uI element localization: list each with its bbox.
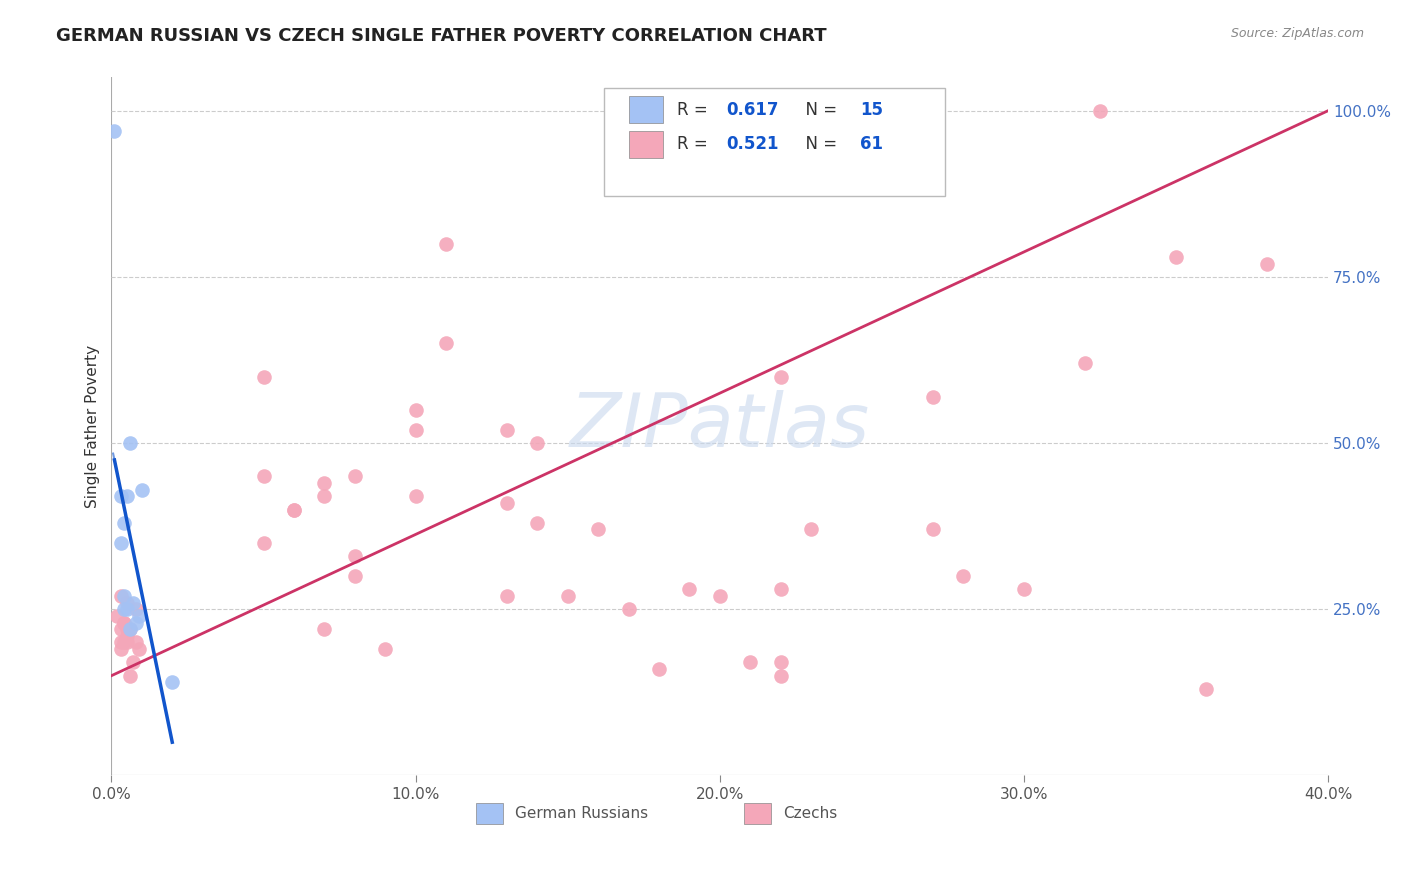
Text: German Russians: German Russians xyxy=(516,806,648,822)
Point xyxy=(115,602,138,616)
Point xyxy=(374,642,396,657)
Point xyxy=(495,496,517,510)
Point xyxy=(115,622,138,636)
Text: Czechs: Czechs xyxy=(783,806,838,822)
Point xyxy=(434,336,457,351)
Point xyxy=(121,656,143,670)
Point xyxy=(112,635,135,649)
Point xyxy=(648,662,671,676)
Point xyxy=(128,642,150,657)
Point xyxy=(283,502,305,516)
Point xyxy=(110,589,132,603)
Point xyxy=(112,516,135,530)
Point xyxy=(617,602,640,616)
Point xyxy=(110,635,132,649)
Point xyxy=(121,596,143,610)
Point xyxy=(709,589,731,603)
Point xyxy=(1195,681,1218,696)
Point xyxy=(112,589,135,603)
Point xyxy=(118,622,141,636)
Point xyxy=(769,369,792,384)
FancyBboxPatch shape xyxy=(477,804,503,824)
Point xyxy=(131,483,153,497)
Point xyxy=(952,569,974,583)
Point xyxy=(314,622,336,636)
Point xyxy=(125,602,148,616)
Point xyxy=(115,489,138,503)
Text: 61: 61 xyxy=(859,136,883,153)
Point xyxy=(125,635,148,649)
Point xyxy=(343,469,366,483)
Point xyxy=(1074,356,1097,370)
Text: 0.617: 0.617 xyxy=(725,101,779,119)
Text: ZIPatlas: ZIPatlas xyxy=(569,391,870,462)
Point xyxy=(112,615,135,630)
Point xyxy=(586,523,609,537)
Text: R =: R = xyxy=(678,136,713,153)
Text: N =: N = xyxy=(796,101,842,119)
Point xyxy=(103,123,125,137)
Point xyxy=(678,582,700,597)
Point xyxy=(800,523,823,537)
Point xyxy=(110,535,132,549)
FancyBboxPatch shape xyxy=(628,131,662,158)
Point xyxy=(283,502,305,516)
Point xyxy=(495,589,517,603)
FancyBboxPatch shape xyxy=(628,96,662,123)
Text: GERMAN RUSSIAN VS CZECH SINGLE FATHER POVERTY CORRELATION CHART: GERMAN RUSSIAN VS CZECH SINGLE FATHER PO… xyxy=(56,27,827,45)
Point xyxy=(769,669,792,683)
Point xyxy=(125,615,148,630)
Point xyxy=(110,489,132,503)
Point xyxy=(115,629,138,643)
Point xyxy=(118,669,141,683)
Y-axis label: Single Father Poverty: Single Father Poverty xyxy=(86,345,100,508)
Point xyxy=(405,489,427,503)
Text: 0.521: 0.521 xyxy=(725,136,779,153)
Point xyxy=(115,635,138,649)
Point xyxy=(769,656,792,670)
FancyBboxPatch shape xyxy=(605,88,945,196)
Point xyxy=(495,423,517,437)
Point xyxy=(1256,256,1278,270)
Point xyxy=(252,469,274,483)
Point xyxy=(107,608,129,623)
FancyBboxPatch shape xyxy=(744,804,770,824)
Point xyxy=(740,656,762,670)
Point xyxy=(434,236,457,251)
Text: R =: R = xyxy=(678,101,713,119)
Point xyxy=(526,516,548,530)
Point xyxy=(1088,103,1111,118)
Point xyxy=(162,675,184,690)
Text: 15: 15 xyxy=(859,101,883,119)
Point xyxy=(115,596,138,610)
Point xyxy=(769,582,792,597)
Point xyxy=(314,489,336,503)
Point xyxy=(112,615,135,630)
Point xyxy=(110,622,132,636)
Point xyxy=(252,535,274,549)
Text: N =: N = xyxy=(796,136,842,153)
Point xyxy=(557,589,579,603)
Point xyxy=(1012,582,1035,597)
Point xyxy=(405,402,427,417)
Point xyxy=(314,475,336,490)
Point xyxy=(252,369,274,384)
Point xyxy=(405,423,427,437)
Point xyxy=(921,523,943,537)
Point xyxy=(1164,250,1187,264)
Point xyxy=(921,390,943,404)
Point xyxy=(118,436,141,450)
Point xyxy=(343,569,366,583)
Point xyxy=(110,642,132,657)
Point xyxy=(118,622,141,636)
Point xyxy=(128,608,150,623)
Text: Source: ZipAtlas.com: Source: ZipAtlas.com xyxy=(1230,27,1364,40)
Point xyxy=(343,549,366,563)
Point xyxy=(112,602,135,616)
Point xyxy=(526,436,548,450)
